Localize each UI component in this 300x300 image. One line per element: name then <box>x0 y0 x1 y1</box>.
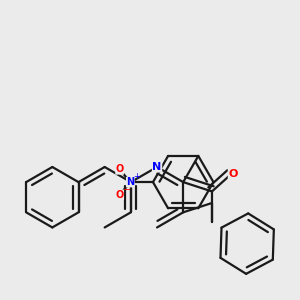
Text: −: − <box>122 185 130 195</box>
Text: O: O <box>116 164 124 174</box>
Text: O: O <box>116 190 124 200</box>
Text: +: + <box>133 172 140 181</box>
Text: N: N <box>126 177 134 187</box>
Text: O: O <box>228 169 238 179</box>
Text: N: N <box>152 162 162 172</box>
